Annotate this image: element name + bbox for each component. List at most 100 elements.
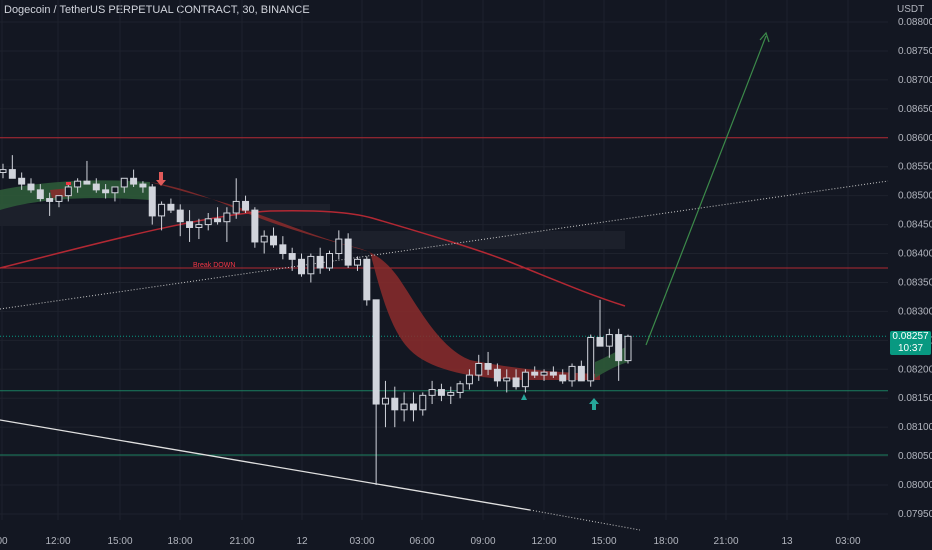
time-axis: 00 12:00 15:00 18:00 21:00 12 03:00 06:00 09:00 1… — [0, 536, 861, 547]
lower-trend-line — [0, 419, 531, 511]
candle-up — [158, 203, 166, 217]
candle-down — [512, 377, 520, 388]
candle-down — [409, 403, 417, 411]
zone-box — [350, 231, 625, 249]
green-ribbon-end — [595, 346, 628, 378]
candle-up — [465, 374, 473, 385]
candle-up — [307, 255, 315, 275]
candle-down — [242, 200, 250, 211]
candle-up — [475, 363, 483, 376]
price-tick-label: 0.08100 — [898, 422, 932, 433]
chart-title: Dogecoin / TetherUS PERPETUAL CONTRACT, … — [4, 4, 310, 16]
time-tick-label: 06:00 — [409, 536, 434, 547]
candle-down — [316, 255, 324, 269]
candle-up — [353, 258, 361, 266]
current-price: 0.08257 — [892, 331, 929, 342]
time-tick-label: 18:00 — [167, 536, 192, 547]
candle-up — [120, 177, 128, 188]
price-tick-label: 0.08800 — [898, 17, 932, 28]
candle-down — [298, 258, 306, 275]
candle-up — [419, 394, 427, 411]
candle-up — [64, 186, 72, 197]
lower-trend-line-extension — [529, 509, 641, 531]
candle-down — [288, 253, 296, 260]
candle-up — [456, 383, 464, 393]
price-axis: 0.08800 0.08750 0.08700 0.08650 0.08600 0.085… — [898, 17, 932, 520]
candle-down — [214, 218, 222, 223]
current-price-badge: 0.08257 10:37 — [890, 331, 931, 355]
candle-up — [232, 200, 240, 214]
candle-down — [493, 368, 501, 382]
candle-down — [36, 189, 44, 200]
candle-down — [596, 336, 604, 347]
candle-down — [391, 397, 399, 411]
time-tick-label: 13 — [781, 536, 793, 547]
candle-down — [27, 183, 35, 191]
price-tick-label: 0.08750 — [898, 46, 932, 57]
grid — [0, 0, 888, 520]
price-tick-label: 0.08050 — [898, 451, 932, 462]
candle-down — [363, 258, 371, 301]
candle-down — [549, 371, 557, 376]
bar-countdown: 10:37 — [897, 343, 924, 354]
candle-down — [8, 169, 16, 179]
candle-up — [503, 377, 511, 382]
red-dot-marker — [66, 182, 71, 185]
candle-up — [111, 186, 119, 194]
time-tick-label: 18:00 — [653, 536, 678, 547]
time-tick-label: 03:00 — [835, 536, 860, 547]
sell-arrow-icon — [156, 172, 166, 186]
candle-down — [83, 180, 91, 185]
price-tick-label: 0.08450 — [898, 220, 932, 231]
candle-down — [18, 177, 26, 185]
candle-up — [605, 334, 613, 347]
candle-up — [587, 336, 595, 382]
candle-up — [568, 365, 576, 382]
candle-up — [447, 391, 455, 396]
candle-up — [381, 397, 389, 405]
buy-triangle-icon — [521, 394, 527, 400]
time-tick-label: 12:00 — [45, 536, 70, 547]
candle-up — [325, 253, 333, 269]
time-tick-label: 21:00 — [713, 536, 738, 547]
candle-down — [270, 235, 278, 246]
candle-down — [46, 198, 54, 202]
time-tick-label: 12 — [296, 536, 308, 547]
candle-up — [260, 235, 268, 243]
candle-down — [437, 389, 445, 396]
candle-down — [139, 183, 147, 188]
candle-down — [531, 371, 539, 376]
candle-down — [279, 244, 287, 255]
moving-average-line — [0, 210, 626, 307]
candle-up — [74, 180, 82, 188]
candle-up — [335, 238, 343, 255]
time-tick-label: 21:00 — [229, 536, 254, 547]
trend-lines — [0, 31, 889, 531]
price-tick-label: 0.07950 — [898, 509, 932, 520]
candle-up — [540, 371, 548, 376]
time-tick-label: 15:00 — [591, 536, 616, 547]
time-tick-label: 09:00 — [470, 536, 495, 547]
upper-trend-line — [0, 180, 889, 310]
price-tick-label: 0.08150 — [898, 393, 932, 404]
candle-up — [195, 224, 203, 228]
price-tick-label: 0.08550 — [898, 162, 932, 173]
candle-down — [559, 374, 567, 382]
price-tick-label: 0.08300 — [898, 306, 932, 317]
price-tick-label: 0.08650 — [898, 104, 932, 115]
break-label: Break DOWN — [193, 262, 235, 269]
projection-arrow-line — [645, 35, 767, 346]
buy-arrow-icon — [589, 398, 599, 410]
candle-down — [186, 221, 194, 228]
candle-up — [624, 335, 632, 362]
candle-up — [204, 218, 212, 226]
candle-up — [400, 403, 408, 411]
candle-down — [148, 186, 156, 217]
signal-markers — [66, 172, 599, 410]
price-tick-label: 0.08000 — [898, 480, 932, 491]
candle-down — [167, 203, 175, 211]
price-tick-label: 0.08200 — [898, 364, 932, 375]
candlesticks — [0, 155, 632, 486]
candle-down — [577, 365, 585, 382]
